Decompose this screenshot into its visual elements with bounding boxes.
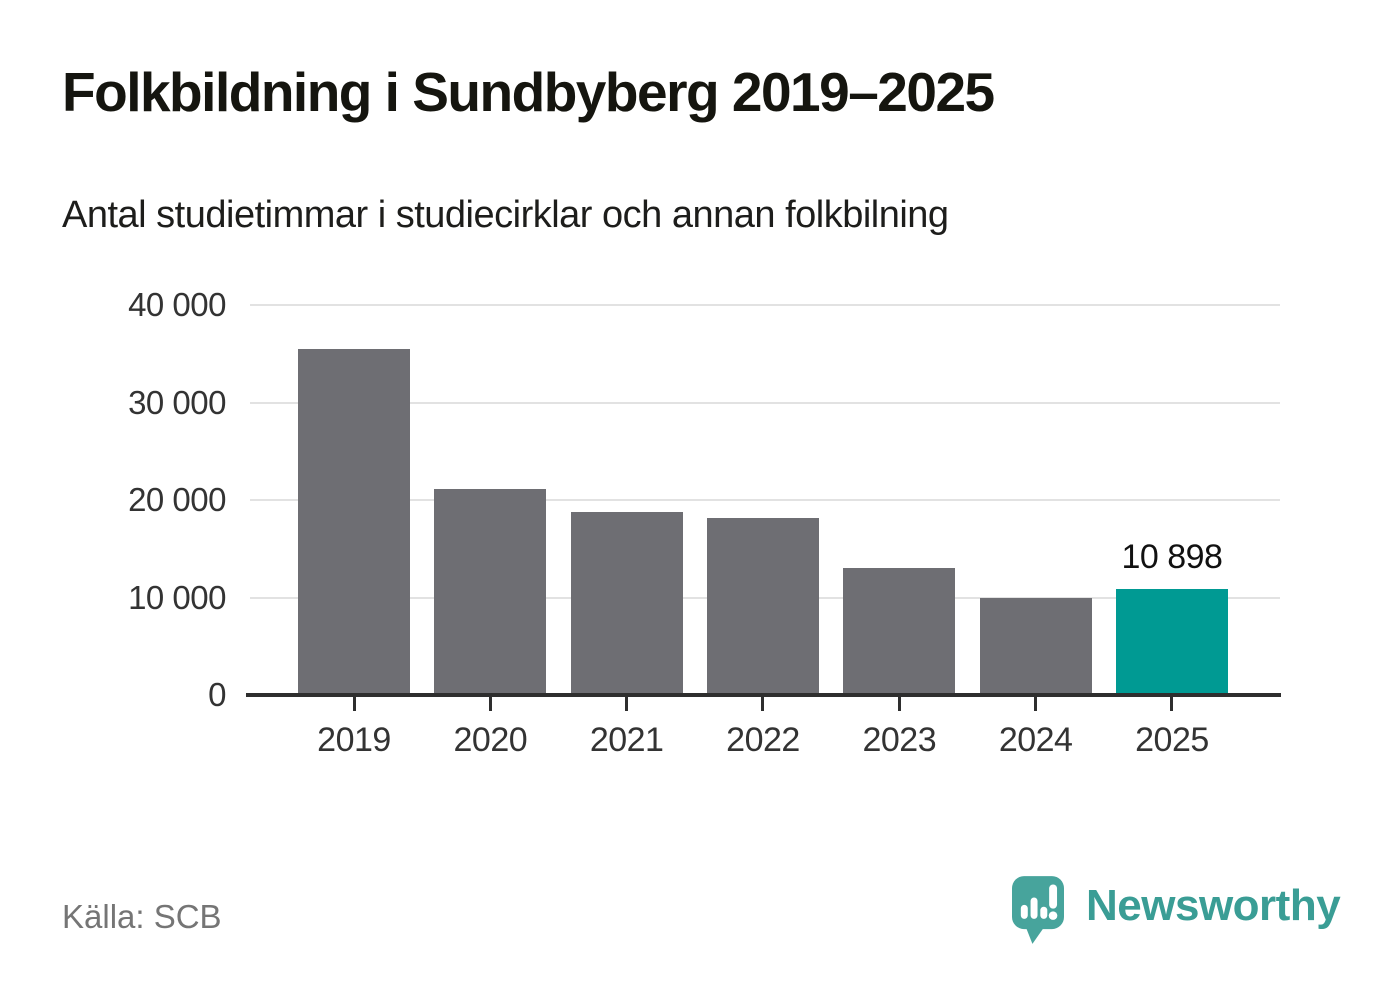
plot-area: 10 898 2019 2020 2021 2022 2023 2024 2025 — [246, 304, 1281, 759]
axis-tick-2020 — [488, 697, 492, 711]
bar-2025 — [1115, 588, 1228, 695]
axis-tick-2019 — [352, 697, 356, 711]
axis-tick-2023 — [897, 697, 901, 711]
x-axis-label-2025: 2025 — [1135, 721, 1209, 759]
bar-2021 — [570, 511, 683, 695]
chart-title: Folkbildning i Sundbyberg 2019–2025 — [62, 61, 995, 123]
axis-tick-2025 — [1170, 697, 1174, 711]
x-axis-label-2021: 2021 — [589, 721, 664, 759]
bar-2020 — [434, 489, 547, 695]
newsworthy-logo-text: Newsworthy — [1086, 881, 1341, 930]
x-axis-label-2024: 2024 — [998, 721, 1073, 759]
bar-2023 — [843, 568, 956, 695]
value-label-2025: 10 898 — [1121, 537, 1223, 576]
axis-tick-2024 — [1034, 697, 1038, 711]
newsworthy-logo: Newsworthy — [1012, 876, 1341, 945]
bar-2019 — [298, 348, 410, 695]
x-axis-label-2020: 2020 — [453, 721, 528, 759]
x-axis-label-2019: 2019 — [317, 721, 391, 759]
x-axis-label-2023: 2023 — [862, 721, 937, 759]
grid-line-20000 — [250, 499, 1280, 501]
source-label: Källa: SCB — [62, 898, 222, 935]
bar-2022 — [706, 517, 819, 695]
newsworthy-logo-icon — [1012, 876, 1064, 944]
y-axis-label-40000: 40 000 — [128, 286, 226, 323]
y-axis-label-10000: 10 000 — [128, 578, 226, 616]
grid-line-40000 — [250, 304, 1280, 306]
x-axis-line — [246, 693, 1281, 697]
bar-2024 — [979, 597, 1092, 695]
axis-tick-2021 — [625, 697, 629, 711]
grid-line-30000 — [250, 401, 1280, 404]
y-axis-label-0: 0 — [208, 676, 226, 713]
y-axis-label-30000: 30 000 — [128, 383, 226, 421]
y-axis-label-20000: 20 000 — [128, 481, 226, 518]
axis-tick-2022 — [761, 697, 765, 711]
x-axis-label-2022: 2022 — [726, 721, 800, 759]
chart-subtitle: Antal studietimmar i studiecirklar och a… — [62, 194, 949, 236]
